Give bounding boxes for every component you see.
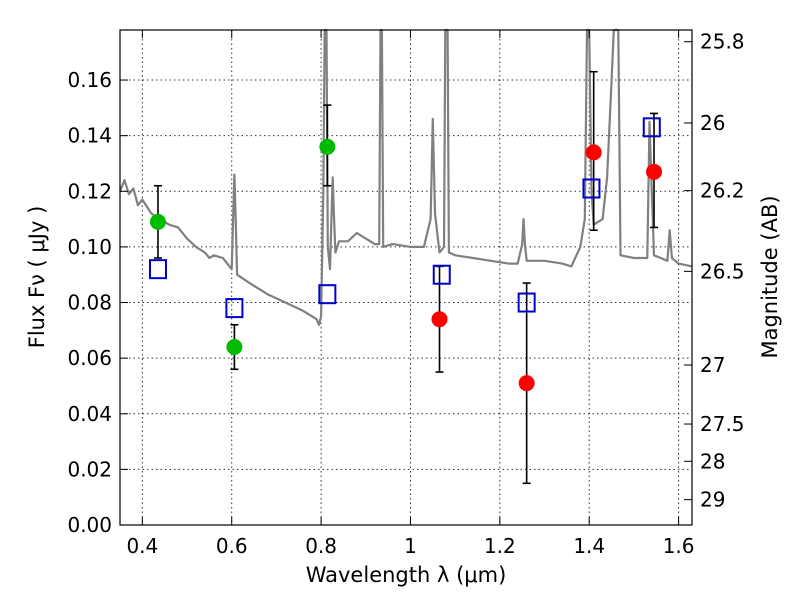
y-tick-label: 0.06 xyxy=(67,346,112,370)
mag-tick-label: 28 xyxy=(700,449,725,473)
mag-tick-label: 26.5 xyxy=(700,259,745,283)
mag-tick-label: 26.2 xyxy=(700,179,745,203)
x-tick-label: 1 xyxy=(404,534,417,558)
mag-tick-label: 27.5 xyxy=(700,412,745,436)
model-photometry-point xyxy=(517,292,536,313)
y2-axis-label: Magnitude (AB) xyxy=(758,195,782,358)
data-point xyxy=(646,163,663,180)
plot-frame xyxy=(119,29,693,526)
y-tick-label: 0.10 xyxy=(67,235,112,259)
y-tick-label: 0.02 xyxy=(67,457,112,481)
axis-ticks: 0.4 0.6 0.8 1 1.2 1.4 1.6 0.00 0.02 0.04 0.06 0.08 0… xyxy=(67,30,744,558)
grid xyxy=(120,30,692,526)
model-photometry-point xyxy=(225,298,244,319)
mag-tick-label: 29 xyxy=(700,488,725,512)
model-photometry-point xyxy=(432,264,451,285)
mag-tick-label: 26 xyxy=(700,111,725,135)
y-tick-label: 0.04 xyxy=(67,402,112,426)
x-axis-label: Wavelength λ (μm) xyxy=(306,563,507,587)
model-spectrum xyxy=(118,28,693,326)
data-point xyxy=(518,375,535,392)
x-tick-label: 0.4 xyxy=(126,534,158,558)
mag-tick-label: 25.8 xyxy=(700,30,745,54)
y-axis-label: Flux Fν ( μJy ) xyxy=(25,206,49,349)
x-tick-label: 0.8 xyxy=(305,534,337,558)
y-tick-label: 0.14 xyxy=(67,124,112,148)
y-tick-label: 0.00 xyxy=(67,513,112,537)
model-photometry-point xyxy=(318,284,337,305)
y-tick-label: 0.12 xyxy=(67,179,112,203)
model-spectrum-line xyxy=(118,28,693,326)
x-tick-label: 1.6 xyxy=(663,534,695,558)
model-photometry-point xyxy=(148,259,167,280)
data-point xyxy=(585,144,602,161)
x-tick-label: 1.2 xyxy=(484,534,516,558)
y-tick-label: 0.16 xyxy=(67,68,112,92)
model-photometry-point xyxy=(582,178,601,199)
data-markers xyxy=(148,117,663,392)
data-point xyxy=(149,213,166,230)
x-tick-label: 0.6 xyxy=(216,534,248,558)
x-tick-label: 1.4 xyxy=(573,534,605,558)
data-point xyxy=(431,311,448,328)
model-photometry-point xyxy=(642,117,661,138)
plot-background xyxy=(120,30,692,525)
data-point xyxy=(226,339,243,356)
data-point xyxy=(319,138,336,155)
y-tick-label: 0.08 xyxy=(67,291,112,315)
mag-tick-label: 27 xyxy=(700,353,725,377)
